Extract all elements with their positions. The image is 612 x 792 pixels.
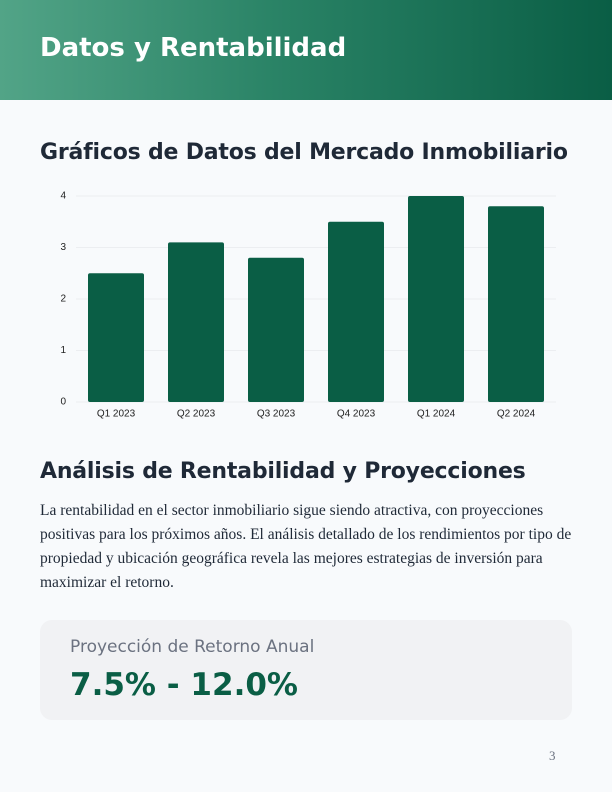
- bar: [168, 242, 224, 402]
- bar: [488, 206, 544, 402]
- page-number: 3: [549, 748, 556, 763]
- bar: [328, 221, 384, 402]
- header-title: Datos y Rentabilidad: [40, 33, 347, 63]
- chart: 0 1 2 3 4 Q1 2023 Q2 2023 Q3 2023 Q4 2023 Q1 2024…: [60, 191, 556, 420]
- chart-title: Gráficos de Datos del Mercado Inmobiliar…: [40, 140, 568, 165]
- x-tick-label: Q1 2023: [97, 409, 136, 420]
- card-label: Proyección de Retorno Anual: [70, 637, 315, 657]
- card: Proyección de Retorno Anual 7.5% - 12.0%: [40, 620, 572, 720]
- section-title: Análisis de Rentabilidad y Proyecciones: [40, 459, 526, 484]
- bar: [248, 257, 304, 402]
- y-tick-label: 2: [60, 294, 66, 305]
- y-tick-label: 0: [60, 397, 66, 408]
- x-tick-label: Q3 2023: [257, 409, 296, 420]
- bar: [88, 273, 144, 402]
- header: Datos y Rentabilidad: [0, 0, 612, 100]
- paragraph: La rentabilidad en el sector inmobiliari…: [40, 502, 572, 591]
- y-tick-label: 1: [60, 345, 66, 356]
- x-tick-label: Q1 2024: [417, 409, 456, 420]
- x-tick-label: Q2 2023: [177, 409, 216, 420]
- bar: [408, 196, 464, 402]
- x-tick-label: Q2 2024: [497, 409, 536, 420]
- y-tick-label: 3: [60, 242, 66, 253]
- y-tick-label: 4: [60, 191, 66, 202]
- card-value: 7.5% - 12.0%: [70, 667, 298, 703]
- x-tick-label: Q4 2023: [337, 409, 376, 420]
